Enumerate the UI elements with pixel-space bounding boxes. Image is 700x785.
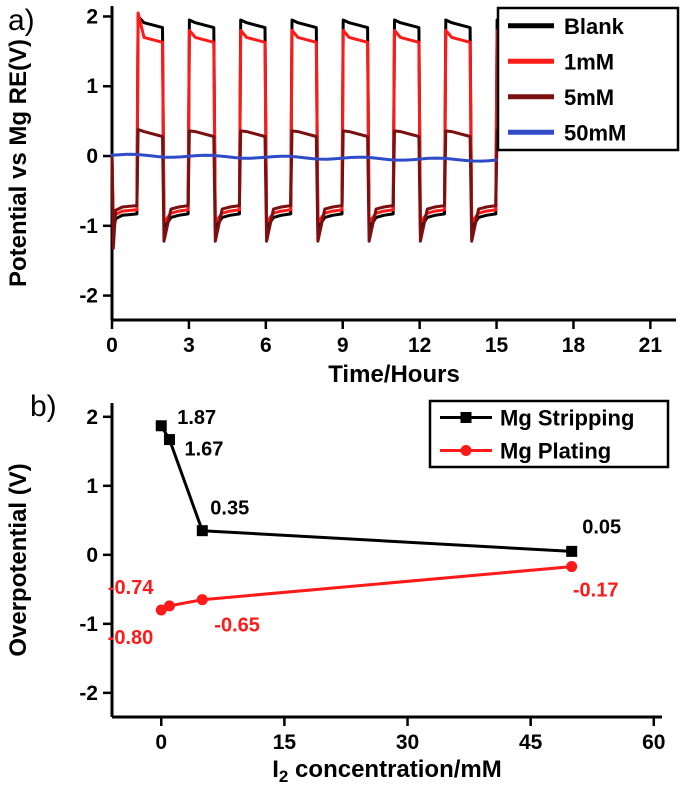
- panel-a-label: a): [8, 4, 35, 37]
- x-tick-label: 45: [519, 731, 543, 754]
- annotation--0.65: -0.65: [214, 615, 260, 637]
- legend-label-Blank: Blank: [564, 14, 625, 39]
- y-tick-label: 0: [86, 145, 98, 168]
- x-axis-title: Time/Hours: [328, 361, 460, 385]
- y-tick-label: -2: [79, 285, 98, 308]
- data-point-Mg Plating: [196, 594, 208, 606]
- data-point-Mg Plating: [163, 600, 175, 612]
- annotation--0.74: -0.74: [108, 577, 154, 599]
- x-tick-label: 15: [485, 334, 509, 357]
- x-tick-label: 18: [562, 334, 586, 357]
- x-tick-label: 0: [155, 731, 167, 754]
- x-tick-label: 12: [408, 334, 431, 357]
- annotation-1.87: 1.87: [177, 407, 216, 429]
- y-tick-label: -2: [79, 682, 98, 705]
- series-5mM: [110, 128, 506, 250]
- y-tick-label: -1: [79, 613, 98, 636]
- legend-label-50mM: 50mM: [564, 120, 626, 145]
- y-axis-title: Overpotential (V): [5, 463, 32, 656]
- y-tick-label: 2: [86, 406, 98, 429]
- y-tick-label: -1: [79, 215, 98, 238]
- x-tick-label: 60: [642, 731, 665, 754]
- annotation--0.80: -0.80: [108, 627, 154, 649]
- series-Blank: [110, 15, 506, 233]
- x-axis-title: I2 concentration/mM: [272, 756, 502, 785]
- y-axis-title: Potential vs Mg RE(V): [5, 39, 32, 287]
- data-point-Mg Stripping: [566, 545, 578, 557]
- x-tick-label: 30: [396, 731, 419, 754]
- y-tick-label: 1: [86, 475, 98, 498]
- legend-label-5mM: 5mM: [564, 85, 614, 110]
- annotation--0.17: -0.17: [573, 580, 619, 602]
- series-50mM: [110, 152, 498, 163]
- data-point-Mg Stripping: [155, 420, 167, 432]
- annotation-0.05: 0.05: [582, 516, 621, 538]
- x-tick-label: 3: [183, 334, 195, 357]
- x-tick-label: 15: [273, 731, 297, 754]
- panel-b-label: b): [30, 390, 57, 423]
- chart-b-overpotential-vs-concentration: 0 15 30 45 60 -2 -1 0 1 2 Overpotential (V) I2 conc…: [5, 399, 670, 785]
- x-tick-label: 21: [639, 334, 663, 357]
- x-tick-label: 0: [106, 334, 118, 357]
- legend-marker-Mg Plating: [460, 445, 472, 456]
- y-tick-label: 0: [86, 544, 98, 567]
- y-tick-label: 1: [86, 75, 98, 98]
- legend-box: [496, 6, 680, 152]
- data-point-Mg Plating: [566, 561, 578, 573]
- series-line-Mg Stripping: [160, 425, 572, 553]
- series-line-Mg Plating: [160, 565, 572, 612]
- legend-marker-Mg Stripping: [460, 412, 472, 423]
- legend-label-Mg Stripping: Mg Stripping: [500, 406, 634, 431]
- series-1mM: [110, 11, 506, 224]
- annotation-0.35: 0.35: [210, 498, 249, 520]
- x-tick-label: 6: [260, 334, 272, 357]
- data-point-Mg Stripping: [196, 525, 208, 537]
- annotation-1.67: 1.67: [184, 439, 223, 461]
- data-point-Mg Plating: [155, 604, 167, 616]
- data-point-Mg Stripping: [163, 434, 175, 446]
- x-tick-label: 9: [337, 334, 349, 357]
- y-tick-label: 2: [86, 5, 98, 28]
- legend-label-Mg Plating: Mg Plating: [500, 439, 611, 464]
- legend-label-1mM: 1mM: [564, 49, 614, 74]
